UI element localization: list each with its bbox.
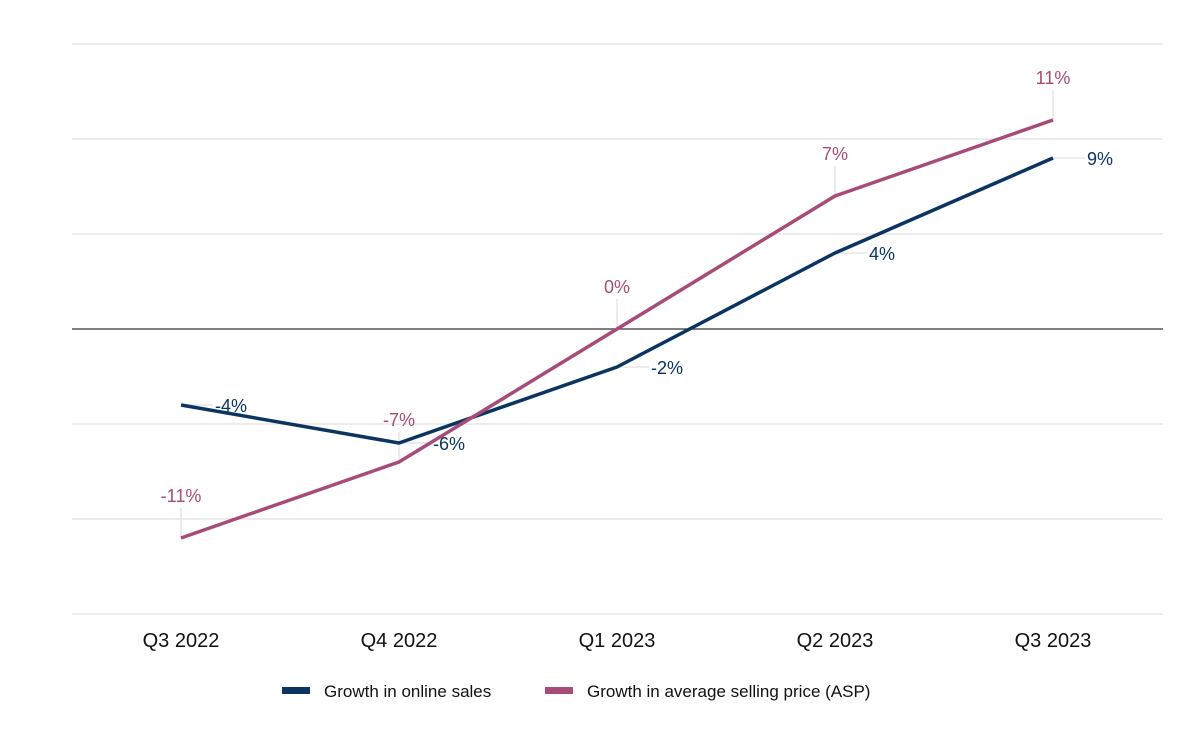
x-tick-label: Q3 2022 — [143, 630, 220, 652]
legend-swatch — [282, 687, 310, 694]
data-labels: -4% -6% -2% 4% 9% -11% -7% 0% 7% 11% — [161, 68, 1113, 506]
x-tick-label: Q4 2022 — [361, 630, 438, 652]
data-label: -6% — [433, 434, 465, 454]
legend-swatch — [545, 687, 573, 694]
data-label: 0% — [604, 277, 630, 297]
series-line — [180, 118, 1054, 540]
x-tick-label: Q3 2023 — [1015, 630, 1092, 652]
series-lines — [180, 118, 1054, 540]
legend-label: Growth in online sales — [324, 682, 491, 701]
label-leaders — [180, 90, 1085, 538]
data-label: 4% — [869, 244, 895, 264]
gridlines — [72, 43, 1163, 615]
x-tick-label: Q2 2023 — [797, 630, 874, 652]
legend: Growth in online sales Growth in average … — [282, 682, 870, 701]
data-label: 11% — [1036, 68, 1071, 88]
x-axis-ticks: Q3 2022 Q4 2022 Q1 2023 Q2 2023 Q3 2023 — [143, 630, 1092, 652]
data-label: 7% — [822, 144, 848, 164]
data-label: -11% — [161, 486, 202, 506]
data-label: -2% — [651, 358, 683, 378]
x-tick-label: Q1 2023 — [579, 630, 656, 652]
legend-label: Growth in average selling price (ASP) — [587, 682, 870, 701]
series-line — [180, 156, 1054, 445]
data-label: 9% — [1087, 149, 1113, 169]
data-label: -7% — [383, 410, 415, 430]
data-label: -4% — [215, 396, 247, 416]
